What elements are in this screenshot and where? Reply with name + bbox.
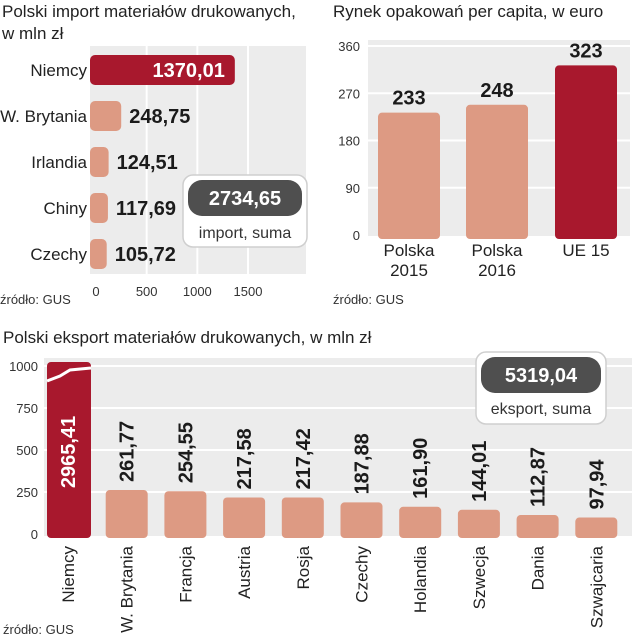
export-category-label: Czechy [353, 546, 372, 603]
packaging-y-tick-label: 0 [353, 228, 360, 243]
export-bar [281, 497, 324, 538]
import-value-label: 248,75 [129, 106, 190, 128]
import-total-pill [188, 180, 302, 216]
export-y-tick-label: 500 [16, 443, 38, 458]
export-chart: Polski eksport materiałów drukowanych, w… [3, 328, 632, 637]
export-category-label: Dania [529, 545, 548, 590]
import-bar [90, 147, 109, 177]
import-total-label: import, suma [199, 225, 292, 242]
import-total-box: 2734,65 import, suma [182, 174, 308, 248]
import-category-label: W. Brytania [0, 107, 87, 126]
packaging-value-label: 323 [569, 40, 602, 62]
packaging-y-tick-label: 360 [338, 39, 360, 54]
import-title-line-1: Polski import materiałów drukowanych, [2, 2, 296, 21]
export-y-tick-label: 750 [16, 401, 38, 416]
export-category-label: W. Brytania [118, 545, 137, 632]
import-bar [90, 193, 108, 223]
export-category-label: Szwecja [470, 545, 489, 609]
packaging-category-label: Polska [383, 241, 435, 260]
export-value-label: 161,90 [410, 438, 432, 499]
import-source: źródło: GUS [0, 292, 71, 307]
import-category-label: Chiny [44, 199, 88, 218]
export-source: źródło: GUS [3, 622, 74, 637]
packaging-source: źródło: GUS [333, 292, 404, 307]
packaging-title: Rynek opakowań per capita, w euro [333, 2, 603, 21]
export-category-label: Francja [176, 545, 195, 602]
import-value-label: 124,51 [117, 152, 178, 174]
packaging-category-label: UE 15 [562, 241, 609, 260]
export-bar [47, 362, 91, 538]
export-bar [399, 506, 442, 538]
export-title: Polski eksport materiałów drukowanych, w… [3, 328, 372, 347]
import-bar [90, 101, 122, 131]
import-value-label: 1370,01 [153, 60, 225, 82]
export-axis-break-mark [46, 366, 92, 383]
import-value-label: 105,72 [115, 244, 176, 266]
export-total-pill [481, 357, 601, 393]
import-x-tick-label: 1000 [183, 284, 212, 299]
packaging-bar [466, 104, 528, 239]
packaging-category-label: 2015 [390, 261, 428, 280]
export-category-label: Rosja [294, 545, 313, 589]
export-value-label: 217,58 [234, 428, 256, 489]
packaging-value-label: 233 [392, 88, 425, 110]
import-title-line-2: w mln zł [1, 24, 64, 43]
import-bar [90, 239, 107, 269]
export-category-label: Szwajcaria [587, 545, 606, 628]
packaging-category-label: 2016 [478, 261, 516, 280]
export-category-label: Niemcy [59, 546, 78, 603]
export-bar [105, 490, 148, 538]
export-bar [516, 515, 559, 538]
packaging-y-tick-label: 270 [338, 86, 360, 101]
export-value-label: 112,87 [528, 447, 550, 507]
export-value-label: 261,77 [117, 421, 139, 482]
import-chart: Polski import materiałów drukowanych, w … [0, 2, 308, 307]
packaging-y-tick-label: 180 [338, 134, 360, 149]
packaging-bar [555, 65, 617, 239]
import-category-label: Irlandia [31, 153, 87, 172]
import-value-label: 117,69 [116, 198, 176, 220]
export-bar [223, 497, 266, 538]
import-x-tick-label: 500 [136, 284, 158, 299]
export-category-label: Holandia [411, 545, 430, 613]
import-total-value: 2734,65 [209, 188, 281, 210]
packaging-bar [378, 112, 440, 239]
import-category-label: Czechy [30, 245, 87, 264]
packaging-value-label: 248 [480, 80, 513, 102]
export-value-label: 254,55 [175, 422, 197, 483]
packaging-chart: Rynek opakowań per capita, w euro 233 248… [333, 2, 630, 307]
export-value-label: 97,94 [586, 459, 608, 510]
export-bar [457, 509, 500, 538]
export-value-label: 217,42 [293, 428, 315, 489]
export-value-label: 2965,41 [58, 416, 80, 488]
export-value-label: 187,88 [352, 433, 374, 494]
export-total-box: 5319,04 eksport, suma [475, 351, 607, 425]
export-y-tick-label: 0 [31, 527, 38, 542]
import-x-tick-label: 1500 [234, 284, 263, 299]
export-category-label: Austria [235, 545, 254, 598]
packaging-category-label: Polska [471, 241, 523, 260]
export-bar [575, 517, 618, 538]
export-total-value: 5319,04 [505, 365, 578, 387]
export-total-label: eksport, suma [491, 401, 592, 418]
import-bar [90, 55, 235, 85]
export-bar [164, 491, 207, 538]
export-y-tick-label: 1000 [9, 359, 38, 374]
packaging-y-tick-label: 90 [346, 181, 360, 196]
export-value-label: 144,01 [469, 441, 491, 502]
export-bar [340, 502, 383, 538]
export-y-tick-label: 250 [16, 485, 38, 500]
import-category-label: Niemcy [30, 61, 87, 80]
import-x-tick-label: 0 [92, 284, 99, 299]
